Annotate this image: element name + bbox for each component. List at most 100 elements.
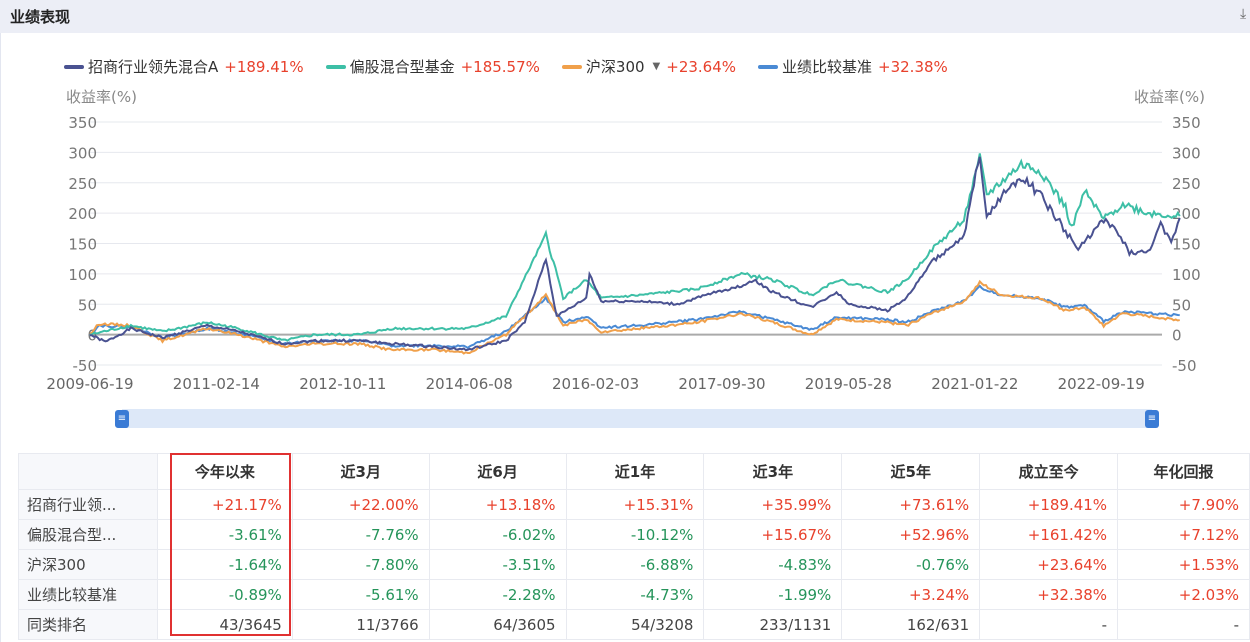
table-cell: -0.89% [156,579,293,610]
table-cell: 54/3208 [565,609,705,640]
table-cell: 162/631 [841,609,981,640]
table-cell: +15.31% [565,489,705,520]
series-line-2 [89,279,1180,355]
table-cell: -3.61% [156,519,293,550]
legend-swatch [64,64,84,69]
y-tick-label-right: 250 [1172,175,1201,193]
x-tick-label: 2014-06-08 [426,375,513,393]
table-cell: +32.38% [979,579,1119,610]
table-cell: -7.76% [291,519,430,550]
legend-item-category[interactable]: 偏股混合型基金 +185.57% [325,56,540,77]
y-tick-label-right: 50 [1172,296,1191,314]
chart-panel [0,33,1250,642]
table-cell: +22.00% [291,489,430,520]
x-tick-label: 2021-01-22 [931,375,1018,393]
table-cell: 43/3645 [156,609,293,640]
table-cell: 64/3605 [428,609,567,640]
y-tick-label-right: 300 [1172,144,1201,162]
column-header[interactable]: 近3年 [703,453,843,490]
table-row: 同类排名 43/3645 11/3766 64/3605 54/3208 233/1131… [18,609,1250,640]
x-tick-label: 2011-02-14 [173,375,260,393]
section-header: 业绩表现 ⤓ [0,0,1250,33]
row-label: 业绩比较基准 [18,579,158,610]
table-cell: -6.88% [565,549,705,580]
table-cell: -1.64% [156,549,293,580]
column-header[interactable]: 年化回报 [1117,453,1250,490]
column-header[interactable]: 近5年 [841,453,981,490]
slider-handle-left[interactable]: ≡ [115,410,129,428]
table-cell: -4.83% [703,549,843,580]
slider-handle-right[interactable]: ≡ [1145,410,1159,428]
legend-item-hs300[interactable]: 沪深300 ▼ +23.64% [561,56,737,77]
table-cell: +189.41% [979,489,1119,520]
y-axis-label-left: 收益率(%) [66,88,137,106]
y-axis-label-right: 收益率(%) [1134,88,1205,106]
table-cell: +21.17% [156,489,293,520]
table-cell: -6.02% [428,519,567,550]
y-tick-label-right: 150 [1172,236,1201,254]
column-header[interactable]: 近6月 [428,453,567,490]
table-cell: -5.61% [291,579,430,610]
table-cell: 233/1131 [703,609,843,640]
y-tick-label-left: 50 [78,296,97,314]
y-tick-label-left: 250 [68,175,97,193]
x-tick-label: 2019-05-28 [805,375,892,393]
legend-value: +189.41% [224,57,304,76]
table-cell: +73.61% [841,489,981,520]
y-tick-label-left: 350 [68,114,97,132]
dropdown-caret-icon[interactable]: ▼ [652,61,661,72]
x-tick-label: 2012-10-11 [299,375,386,393]
row-label: 招商行业领... [18,489,158,520]
row-label: 同类排名 [18,609,158,640]
legend-label: 业绩比较基准 [782,58,873,76]
y-tick-label-left: 300 [68,144,97,162]
y-tick-label-left: 150 [68,236,97,254]
performance-table: 今年以来 近3月 近6月 近1年 近3年 近5年 成立至今 年化回报 招商行业领... +21.… [18,453,1250,640]
table-cell: +52.96% [841,519,981,550]
range-slider[interactable]: ≡ ≡ [115,409,1159,428]
table-cell: 11/3766 [291,609,430,640]
export-icon[interactable]: ⤓ [1240,6,1247,22]
header-blank [18,453,158,490]
row-label: 偏股混合型... [18,519,158,550]
y-tick-label-right: 350 [1172,114,1201,132]
series-line-1 [89,153,1181,342]
table-cell: +7.90% [1117,489,1250,520]
table-row: 偏股混合型... -3.61% -7.76% -6.02% -10.12% +15.67%… [18,519,1250,550]
legend-label: 招商行业领先混合A [88,58,219,76]
legend-label: 偏股混合型基金 [349,58,455,76]
legend-value: +23.64% [666,57,737,76]
column-header[interactable]: 近3月 [291,453,430,490]
table-cell: -0.76% [841,549,981,580]
legend-label: 沪深300 [585,58,645,76]
y-tick-label-right: -50 [1172,357,1197,375]
table-row: 招商行业领... +21.17% +22.00% +13.18% +15.31% +35.… [18,489,1250,520]
table-cell: +161.42% [979,519,1119,550]
legend-item-benchmark[interactable]: 业绩比较基准 +32.38% [758,56,948,77]
table-cell: +13.18% [428,489,567,520]
table-cell: - [979,609,1119,640]
table-cell: - [1117,609,1250,640]
legend-swatch [758,64,779,69]
y-tick-label-left: -50 [73,357,98,375]
series-line-0 [89,156,1181,352]
y-tick-label-right: 0 [1172,327,1182,345]
x-tick-label: 2022-09-19 [1058,375,1145,393]
table-cell: -10.12% [565,519,705,550]
column-header[interactable]: 近1年 [565,453,705,490]
y-tick-label-right: 100 [1172,266,1201,284]
legend-swatch [325,64,346,69]
legend-value: +32.38% [878,57,948,76]
table-cell: -1.99% [703,579,843,610]
column-header[interactable]: 今年以来 [156,453,293,490]
x-tick-label: 2009-06-19 [46,375,133,393]
section-title: 业绩表现 [10,8,71,26]
legend-item-fund[interactable]: 招商行业领先混合A +189.41% [64,56,304,77]
x-tick-label: 2016-02-03 [552,375,639,393]
table-row: 沪深300 -1.64% -7.80% -3.51% -6.88% -4.83% -0.76… [18,549,1250,580]
column-header[interactable]: 成立至今 [979,453,1119,490]
y-tick-label-left: 100 [68,266,97,284]
table-cell: -4.73% [565,579,705,610]
table-cell: +1.53% [1117,549,1250,580]
